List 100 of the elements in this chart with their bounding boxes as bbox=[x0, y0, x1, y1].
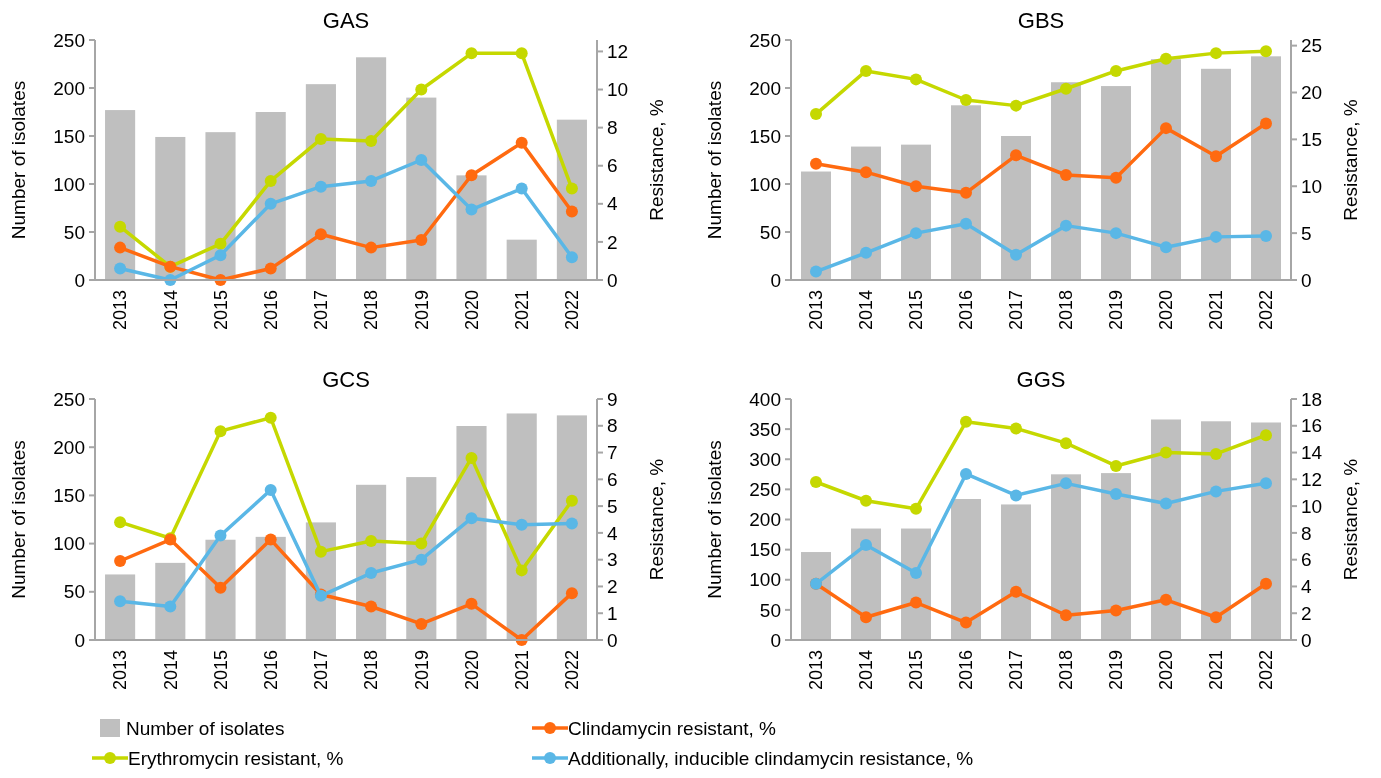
y2-tick-label: 15 bbox=[1301, 129, 1323, 151]
x-tick-label: 2016 bbox=[261, 290, 281, 331]
y2-tick-label: 10 bbox=[1301, 175, 1323, 197]
y2-tick-label: 12 bbox=[1301, 468, 1323, 490]
chart-title: GCS bbox=[322, 367, 370, 392]
y-tick-label: 150 bbox=[53, 125, 85, 147]
y-axis-title: Number of isolates bbox=[8, 440, 29, 599]
y-tick-label: 150 bbox=[749, 125, 781, 147]
x-tick-label: 2022 bbox=[562, 290, 583, 331]
y2-tick-label: 8 bbox=[607, 415, 618, 437]
y2-tick-label: 0 bbox=[607, 269, 618, 291]
y-tick-label: 200 bbox=[53, 77, 85, 99]
y-tick-label: 150 bbox=[749, 539, 781, 561]
y-axis-title: Number of isolates bbox=[704, 440, 725, 599]
x-tick-label: 2018 bbox=[1056, 290, 1077, 331]
y2-axis-title: Resistance, % bbox=[1340, 99, 1361, 221]
x-tick-label: 2014 bbox=[856, 650, 877, 691]
x-tick-label: 2017 bbox=[311, 650, 332, 691]
y2-tick-label: 0 bbox=[1301, 629, 1312, 651]
x-tick-label: 2020 bbox=[1156, 650, 1177, 691]
x-tick-label: 2020 bbox=[461, 290, 482, 331]
y2-tick-label: 10 bbox=[1301, 495, 1323, 517]
y-tick-label: 400 bbox=[749, 388, 781, 410]
y2-axis-title: Resistance, % bbox=[646, 458, 667, 581]
y2-tick-label: 6 bbox=[1301, 549, 1312, 571]
x-tick-label: 2018 bbox=[361, 650, 382, 691]
y2-tick-label: 25 bbox=[1301, 35, 1323, 57]
y2-tick-label: 9 bbox=[607, 388, 618, 410]
x-tick-label: 2017 bbox=[311, 290, 332, 331]
x-tick-label: 2015 bbox=[210, 290, 231, 331]
x-tick-label: 2016 bbox=[261, 650, 281, 691]
y2-tick-label: 12 bbox=[607, 41, 629, 63]
y2-tick-label: 6 bbox=[607, 155, 618, 177]
x-tick-label: 2019 bbox=[411, 650, 432, 691]
y-tick-label: 200 bbox=[749, 77, 781, 99]
y2-tick-label: 20 bbox=[1301, 82, 1323, 104]
y-tick-label: 150 bbox=[53, 485, 85, 507]
x-tick-label: 2015 bbox=[906, 290, 927, 331]
x-tick-label: 2021 bbox=[1206, 290, 1227, 331]
x-tick-label: 2021 bbox=[512, 650, 532, 691]
y2-tick-label: 2 bbox=[607, 576, 618, 598]
chart-title: GAS bbox=[322, 8, 370, 33]
y-tick-label: 0 bbox=[74, 629, 85, 651]
x-tick-label: 2013 bbox=[110, 290, 131, 331]
x-tick-label: 2018 bbox=[361, 290, 382, 331]
y2-tick-label: 10 bbox=[607, 79, 629, 101]
y-tick-label: 200 bbox=[749, 509, 781, 531]
y2-tick-label: 5 bbox=[1301, 222, 1312, 244]
x-tick-label: 2017 bbox=[1006, 650, 1027, 691]
y-axis-title: Number of isolates bbox=[704, 80, 725, 240]
y-tick-label: 300 bbox=[749, 448, 781, 470]
x-tick-label: 2018 bbox=[1056, 650, 1077, 691]
y2-tick-label: 8 bbox=[607, 117, 618, 139]
y2-axis-title: Resistance, % bbox=[646, 99, 667, 221]
y2-tick-label: 18 bbox=[1301, 388, 1323, 410]
y-tick-label: 50 bbox=[63, 581, 85, 603]
x-tick-label: 2015 bbox=[210, 650, 231, 691]
y-tick-label: 350 bbox=[749, 418, 781, 440]
y2-tick-label: 0 bbox=[1301, 269, 1312, 291]
chart-title: GBS bbox=[1017, 8, 1065, 33]
y2-tick-label: 3 bbox=[607, 549, 618, 571]
y2-axis-title: Resistance, % bbox=[1340, 458, 1361, 581]
y-tick-label: 250 bbox=[53, 29, 85, 51]
x-tick-label: 2020 bbox=[461, 650, 482, 691]
y-axis-title: Number of isolates bbox=[8, 80, 29, 240]
x-tick-label: 2013 bbox=[110, 650, 131, 691]
x-tick-label: 2013 bbox=[806, 290, 827, 331]
x-tick-label: 2019 bbox=[1106, 290, 1127, 331]
y-tick-label: 50 bbox=[759, 599, 781, 621]
y2-tick-label: 16 bbox=[1301, 415, 1323, 437]
y-tick-label: 100 bbox=[53, 533, 85, 555]
y2-tick-label: 2 bbox=[1301, 602, 1312, 624]
x-tick-label: 2022 bbox=[1256, 290, 1277, 331]
y-tick-label: 250 bbox=[53, 388, 85, 410]
x-tick-label: 2021 bbox=[512, 290, 532, 331]
y2-tick-label: 14 bbox=[1301, 442, 1323, 464]
legend-label: Number of isolates bbox=[126, 717, 285, 739]
y2-tick-label: 4 bbox=[1301, 576, 1312, 598]
x-tick-label: 2017 bbox=[1006, 290, 1027, 331]
y2-tick-label: 2 bbox=[607, 231, 618, 253]
x-tick-label: 2022 bbox=[1256, 650, 1277, 691]
y-tick-label: 50 bbox=[63, 221, 85, 243]
y2-tick-label: 1 bbox=[607, 602, 618, 624]
legend-label: Additionally, inducible clindamycin resistance, % bbox=[568, 747, 974, 769]
x-tick-label: 2016 bbox=[956, 290, 977, 331]
x-tick-label: 2019 bbox=[1106, 650, 1127, 691]
y-tick-label: 50 bbox=[759, 221, 781, 243]
chart-title: GGS bbox=[1016, 367, 1066, 392]
x-tick-label: 2016 bbox=[956, 650, 977, 691]
y-tick-label: 0 bbox=[770, 629, 781, 651]
y2-tick-label: 0 bbox=[607, 629, 618, 651]
x-tick-label: 2021 bbox=[1206, 650, 1227, 691]
y2-tick-label: 4 bbox=[607, 193, 618, 215]
y2-tick-label: 4 bbox=[607, 522, 618, 544]
legend-label: Erythromycin resistant, % bbox=[128, 747, 344, 769]
y-tick-label: 100 bbox=[749, 173, 781, 195]
x-tick-label: 2014 bbox=[160, 650, 181, 691]
x-tick-label: 2014 bbox=[160, 290, 181, 331]
y2-tick-label: 8 bbox=[1301, 522, 1312, 544]
legend-label: Clindamycin resistant, % bbox=[568, 717, 777, 739]
